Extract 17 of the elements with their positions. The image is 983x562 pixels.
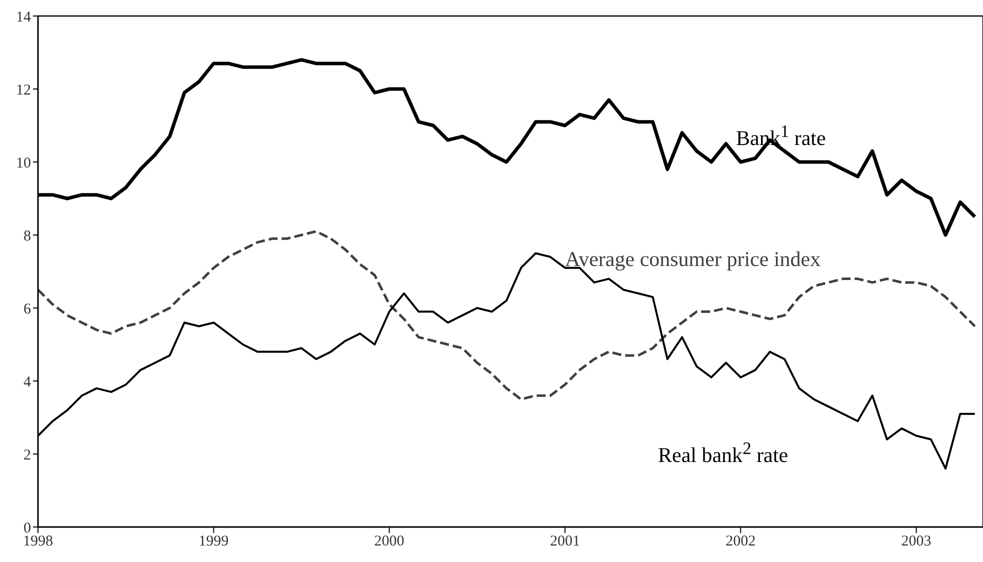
y-tick-label: 4	[24, 374, 32, 390]
y-tick-label: 8	[24, 228, 31, 244]
series-label: Average consumer price index	[565, 246, 821, 272]
y-tick-label: 0	[24, 520, 31, 536]
y-tick-label: 14	[16, 9, 32, 26]
x-tick-label: 2003	[901, 534, 932, 550]
x-tick-label: 2000	[374, 534, 404, 550]
y-tick-label: 2	[24, 447, 31, 464]
x-tick-label: 1999	[198, 534, 229, 550]
x-tick-label: 2001	[550, 534, 580, 550]
x-tick-label: 2002	[726, 534, 756, 550]
y-tick-label: 12	[16, 82, 31, 98]
y-tick-label: 10	[16, 155, 31, 172]
line-series	[38, 230, 976, 400]
text: Real bank$^{2}$ rate	[658, 437, 788, 468]
y-tick-label: 6	[24, 301, 32, 318]
x-tick-label: 1998	[23, 534, 53, 550]
